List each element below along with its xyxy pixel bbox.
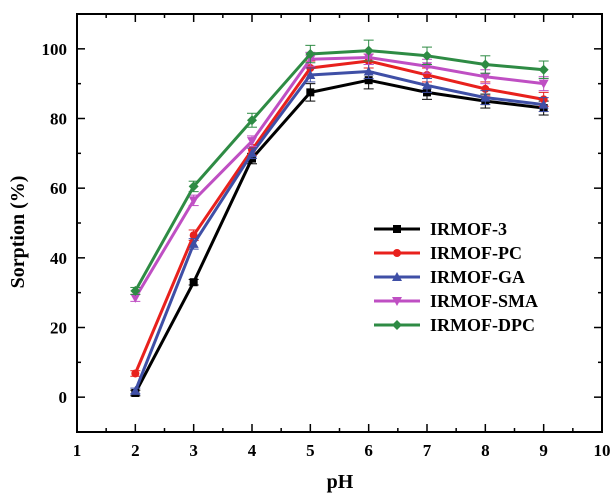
y-axis-title: Sorption (%): [7, 176, 29, 289]
legend-label: IRMOF-DPC: [430, 315, 535, 335]
x-tick-label: 1: [73, 441, 82, 460]
x-tick-label: 3: [189, 441, 198, 460]
data-point: [247, 137, 257, 147]
data-point: [247, 115, 257, 126]
data-point: [422, 80, 432, 90]
data-point: [538, 64, 549, 75]
data-point: [538, 79, 549, 89]
data-point: [130, 285, 141, 296]
data-point: [188, 238, 199, 248]
legend-marker: [393, 225, 401, 233]
series-irmof-dpc: [130, 39, 549, 296]
legend-marker: [392, 320, 402, 330]
data-point: [306, 88, 315, 97]
legend-entry: IRMOF-3: [374, 219, 507, 239]
data-point: [189, 278, 198, 287]
legend-marker: [392, 297, 402, 306]
x-tick-label: 9: [539, 441, 548, 460]
legend-marker: [393, 249, 401, 257]
y-tick-label: 40: [50, 249, 67, 268]
data-point: [188, 196, 199, 206]
data-point: [363, 45, 374, 56]
x-tick-label: 7: [423, 441, 432, 460]
data-point: [422, 50, 432, 61]
data-point: [363, 66, 374, 76]
series-line: [133, 59, 544, 375]
y-tick-label: 80: [50, 110, 67, 129]
series-irmof-ga: [130, 64, 549, 395]
y-tick-label: 0: [59, 388, 68, 407]
data-point: [247, 148, 257, 158]
data-point: [130, 385, 141, 395]
x-tick-label: 8: [481, 441, 490, 460]
y-tick-label: 60: [50, 179, 67, 198]
data-point: [480, 92, 491, 102]
series-line: [134, 56, 544, 299]
y-tick-label: 100: [42, 40, 68, 59]
data-point: [480, 59, 491, 70]
legend-label: IRMOF-SMA: [430, 291, 538, 311]
data-point: [305, 49, 316, 60]
legend-entry: IRMOF-SMA: [374, 291, 538, 311]
x-axis-title: pH: [327, 471, 354, 493]
series-line: [134, 78, 544, 394]
legend-label: IRMOF-3: [430, 219, 507, 239]
plot-frame: [76, 13, 603, 433]
data-point: [131, 369, 140, 378]
data-point: [189, 231, 198, 240]
legend-entry: IRMOF-PC: [374, 243, 522, 263]
legend-entry: IRMOF-DPC: [374, 315, 535, 335]
data-point: [305, 69, 316, 79]
data-point: [188, 181, 199, 192]
data-point: [480, 72, 491, 82]
x-tick-label: 5: [306, 441, 315, 460]
legend-entry: IRMOF-GA: [374, 267, 525, 287]
legend: IRMOF-3 IRMOF-PC IRMOF-GA IRMOF-SMA IRMOF-DP…: [374, 219, 538, 335]
legend-label: IRMOF-GA: [430, 267, 525, 287]
y-tick-label: 20: [50, 319, 67, 338]
data-point: [538, 99, 549, 109]
data-point: [130, 293, 141, 303]
legend-label: IRMOF-PC: [430, 243, 522, 263]
x-tick-label: 6: [364, 441, 373, 460]
series-line: [133, 69, 544, 392]
x-tick-label: 4: [248, 441, 257, 460]
series-line: [134, 49, 544, 292]
x-tick-label: 10: [594, 441, 611, 460]
plot-layer: [130, 39, 549, 397]
x-tick-label: 2: [131, 441, 140, 460]
data-point: [364, 76, 373, 85]
legend-marker: [392, 272, 402, 281]
